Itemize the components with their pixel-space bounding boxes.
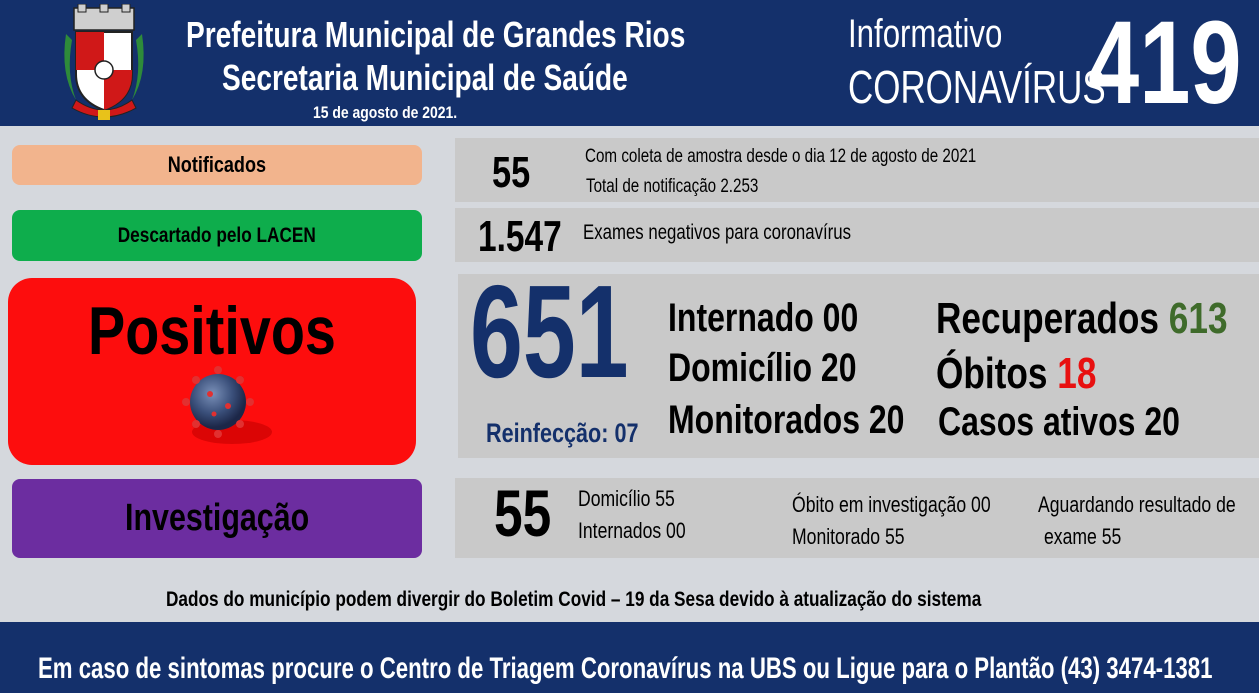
informativo-label: Informativo [848,12,1003,56]
inv-domicilio: Domicílio 55 [578,486,675,511]
coronavirus-label: CORONAVÍRUS [848,61,1106,113]
reinfeccao-count: Reinfecção: 07 [486,418,639,448]
positivos-label: Positivos [88,293,336,369]
notificados-panel [455,138,1259,202]
positivos-pill: Positivos [8,278,416,465]
descartado-value: 1.547 [478,212,562,261]
title-prefeitura: Prefeitura Municipal de Grandes Rios [186,14,686,55]
coronavirus-icon [182,366,272,444]
inv-internados: Internados 00 [578,518,686,543]
inv-aguardando-line2: exame 55 [1044,524,1122,549]
recuperados-row: Recuperados 613 [936,294,1228,344]
domicilio-count: Domicílio 20 [668,346,857,390]
notificados-note-coleta: Com coleta de amostra desde o dia 12 de … [585,146,977,167]
bulletin-date: 15 de agosto de 2021. [313,103,458,122]
notificados-label: Notificados [167,152,267,177]
obitos-value: 18 [1057,349,1097,398]
footer-contact-text: Em caso de sintomas procure o Centro de … [38,652,1213,685]
municipal-crest-icon [64,4,144,120]
descartado-panel [455,208,1259,262]
notificados-note-total: Total de notificação 2.253 [586,176,759,197]
data-disclaimer: Dados do município podem divergir do Bol… [166,588,982,611]
descartado-pill: Descartado pelo LACEN [12,210,422,261]
obitos-row: Óbitos 18 [936,349,1096,399]
recuperados-value: 613 [1168,294,1228,343]
notificados-value: 55 [492,148,531,197]
footer-banner [0,622,1259,693]
investigacao-value: 55 [494,476,552,550]
internado-count: Internado 00 [668,296,859,340]
positivos-value: 651 [470,258,629,405]
investigacao-pill: Investigação [12,479,422,558]
header-banner [0,0,1259,126]
obitos-label: Óbitos [936,349,1048,398]
inv-aguardando-line1: Aguardando resultado de [1038,492,1236,517]
investigacao-label: Investigação [124,497,310,539]
title-secretaria: Secretaria Municipal de Saúde [222,57,628,98]
investigacao-panel [455,478,1259,558]
inv-obito: Óbito em investigação 00 [792,492,991,517]
bulletin-number: 419 [1088,0,1242,129]
positivos-panel [458,274,1259,458]
notificados-pill: Notificados [12,145,422,185]
inv-monitorado: Monitorado 55 [792,524,905,549]
descartado-note: Exames negativos para coronavírus [583,221,852,244]
recuperados-label: Recuperados [936,294,1160,343]
casos-ativos-count: Casos ativos 20 [938,400,1180,444]
descartado-label: Descartado pelo LACEN [117,223,317,247]
monitorados-count: Monitorados 20 [668,398,905,442]
